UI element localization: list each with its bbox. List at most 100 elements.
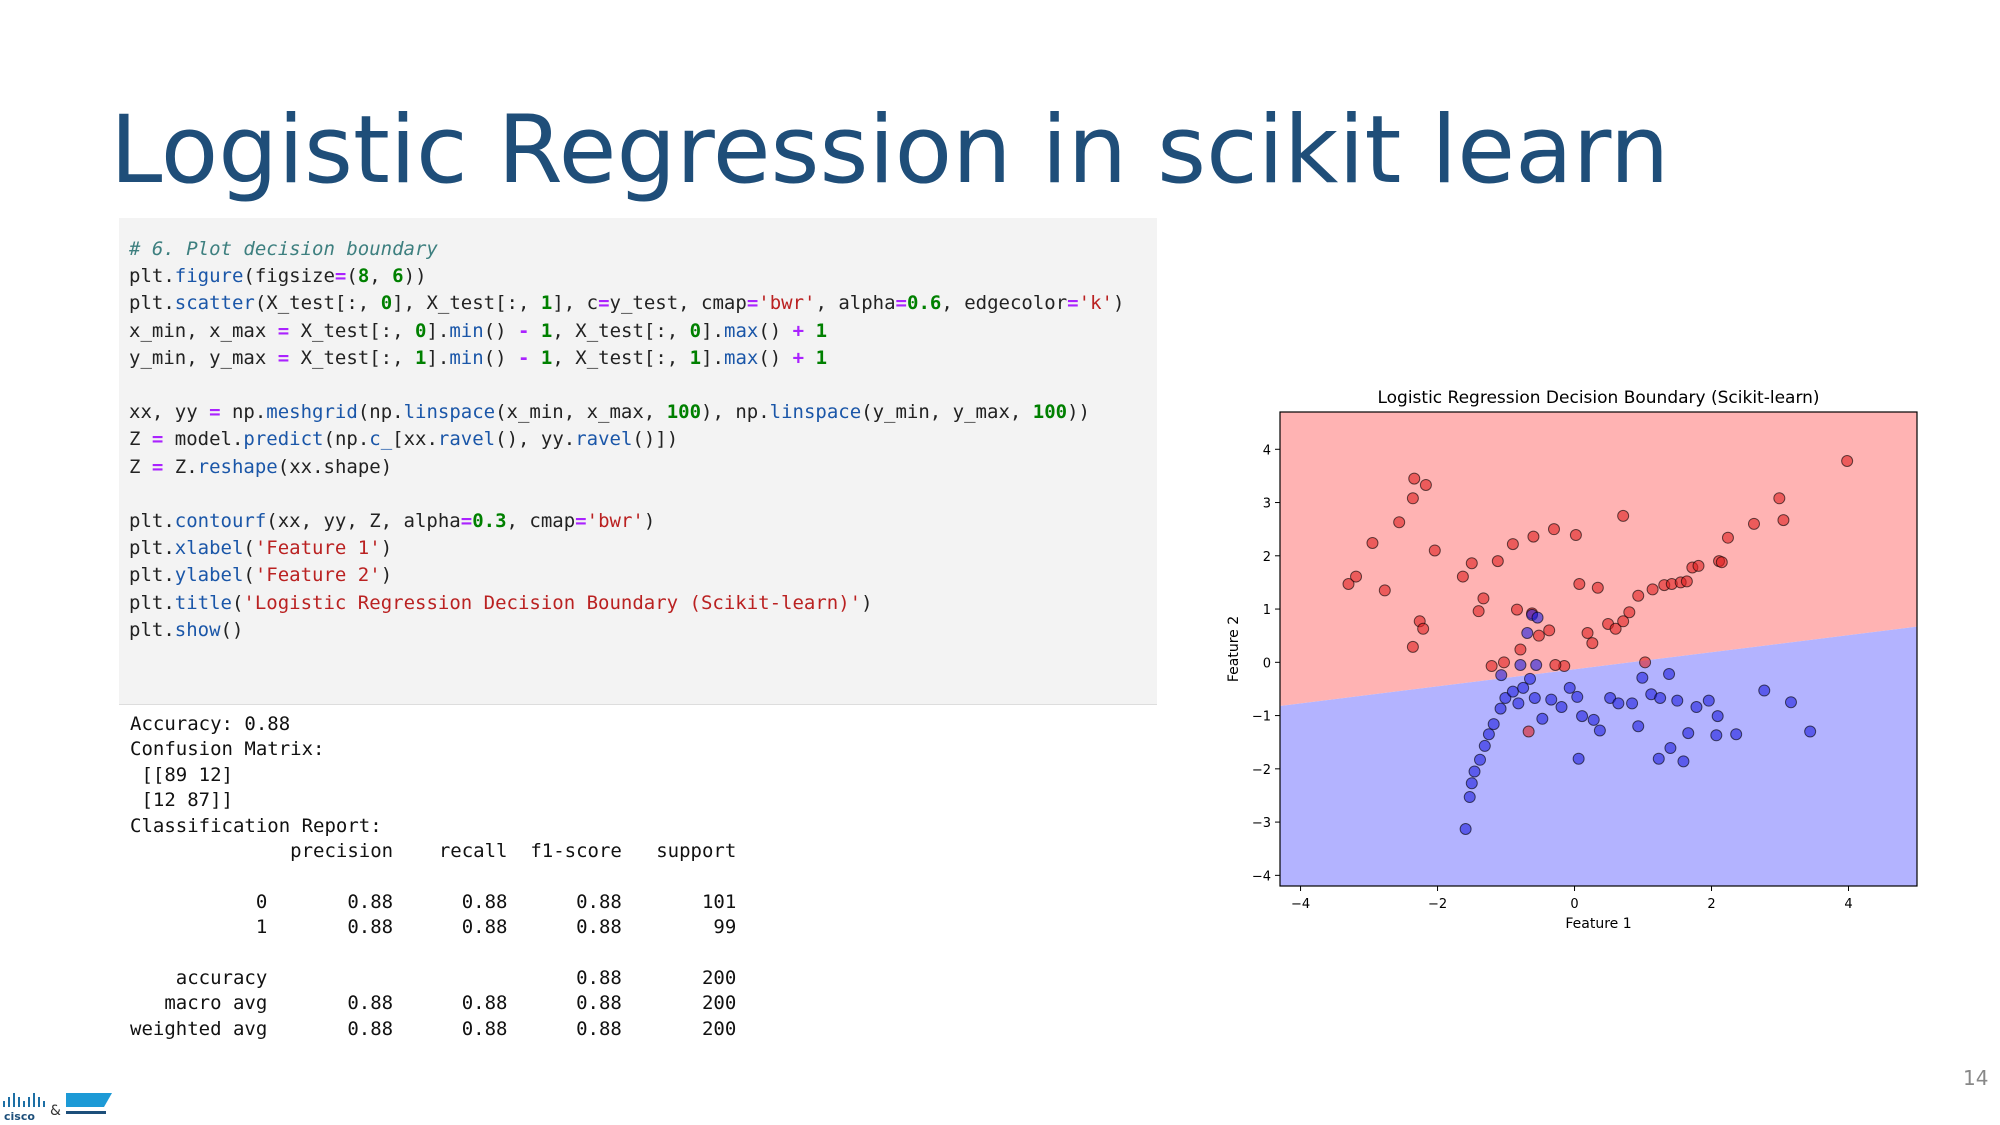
point <box>1713 555 1726 568</box>
point <box>1555 701 1568 714</box>
point <box>1632 720 1645 733</box>
point <box>1804 725 1817 738</box>
point <box>1506 538 1519 551</box>
point <box>1581 627 1594 640</box>
point <box>1623 606 1636 619</box>
point <box>1569 529 1582 542</box>
point <box>1547 523 1560 536</box>
region-below <box>1280 626 1917 886</box>
point <box>1366 537 1379 550</box>
point <box>1526 607 1539 620</box>
x-tick-label: −2 <box>1428 897 1447 912</box>
output-line: macro avg 0.88 0.88 0.88 200 <box>130 992 737 1015</box>
y-tick-label: −2 <box>1252 763 1271 778</box>
y-tick-label: 3 <box>1263 497 1271 512</box>
code-line: # 6. Plot decision boundary <box>129 238 438 260</box>
code-line: plt.ylabel('Feature 2') <box>129 564 393 587</box>
point <box>1514 643 1527 656</box>
output-line: weighted avg 0.88 0.88 0.88 200 <box>130 1017 737 1040</box>
y-tick-label: 4 <box>1263 443 1271 458</box>
point <box>1406 640 1419 653</box>
point <box>1665 578 1678 591</box>
point <box>1674 576 1687 589</box>
x-axis-label: Feature 1 <box>1565 916 1631 932</box>
point <box>1478 739 1491 752</box>
point <box>1573 578 1586 591</box>
point <box>1593 724 1606 737</box>
code-line: y_min, y_max = X_test[:, 1].min() - 1, X… <box>129 346 828 369</box>
point <box>1841 454 1854 467</box>
point <box>1459 823 1472 836</box>
point <box>1406 492 1419 505</box>
output-line: 0 0.88 0.88 0.88 101 <box>130 890 737 913</box>
point <box>1526 608 1539 621</box>
y-tick-label: 0 <box>1263 656 1271 671</box>
point <box>1710 729 1723 742</box>
point <box>1658 579 1671 592</box>
point <box>1514 658 1527 671</box>
point <box>1586 637 1599 650</box>
point <box>1465 557 1478 570</box>
slide-title: Logistic Regression in scikit learn <box>110 96 1670 205</box>
output-line: [12 87]] <box>130 789 233 812</box>
point <box>1572 752 1585 765</box>
point <box>1587 713 1600 726</box>
point <box>1465 777 1478 790</box>
y-axis-label: Feature 2 <box>1226 616 1242 682</box>
point <box>1499 691 1512 704</box>
point <box>1497 656 1510 669</box>
code-line: plt.xlabel('Feature 1') <box>129 537 393 560</box>
y-tick-label: −3 <box>1252 816 1271 831</box>
output-line: accuracy 0.88 200 <box>130 967 737 989</box>
point <box>1563 681 1576 694</box>
output-line: Classification Report: <box>130 814 382 837</box>
point <box>1528 691 1541 704</box>
point <box>1545 693 1558 706</box>
point <box>1512 697 1525 710</box>
x-tick-label: 0 <box>1570 897 1578 912</box>
chart-title: Logistic Regression Decision Boundary (S… <box>1377 388 1819 408</box>
y-tick-label: 1 <box>1263 603 1271 618</box>
code-line: Z = Z.reshape(xx.shape) <box>129 455 393 478</box>
point <box>1491 555 1504 568</box>
point <box>1408 472 1421 485</box>
point <box>1487 718 1500 731</box>
point <box>1604 691 1617 704</box>
point <box>1758 684 1771 697</box>
code-line: plt.show() <box>129 618 244 641</box>
point <box>1591 581 1604 594</box>
point <box>1617 509 1630 522</box>
point <box>1417 622 1430 635</box>
output-line: 1 0.88 0.88 0.88 99 <box>130 916 737 939</box>
point <box>1747 517 1760 530</box>
point <box>1531 611 1544 624</box>
y-tick-label: −1 <box>1252 710 1271 725</box>
point <box>1715 556 1728 569</box>
logo: cisco & <box>3 1093 112 1123</box>
point <box>1506 685 1519 698</box>
point <box>1468 765 1481 778</box>
point <box>1495 669 1508 682</box>
point <box>1636 671 1649 684</box>
page-number: 14 <box>1963 1066 1989 1090</box>
point <box>1692 559 1705 572</box>
point <box>1617 615 1630 628</box>
point <box>1477 592 1490 605</box>
point <box>1510 603 1523 616</box>
point <box>1639 656 1652 669</box>
x-tick-label: 4 <box>1844 897 1852 912</box>
point <box>1413 615 1426 628</box>
code-line: x_min, x_max = X_test[:, 0].min() - 1, X… <box>129 319 828 342</box>
point <box>1711 710 1724 723</box>
code-cell <box>119 218 1157 705</box>
code-line: plt.scatter(X_test[:, 0], X_test[:, 1], … <box>129 292 1125 315</box>
point <box>1576 710 1589 723</box>
point <box>1777 514 1790 527</box>
point <box>1632 589 1645 602</box>
x-tick-label: 2 <box>1707 897 1715 912</box>
point <box>1472 605 1485 618</box>
point <box>1626 697 1639 710</box>
point <box>1773 492 1786 505</box>
point <box>1784 696 1797 709</box>
